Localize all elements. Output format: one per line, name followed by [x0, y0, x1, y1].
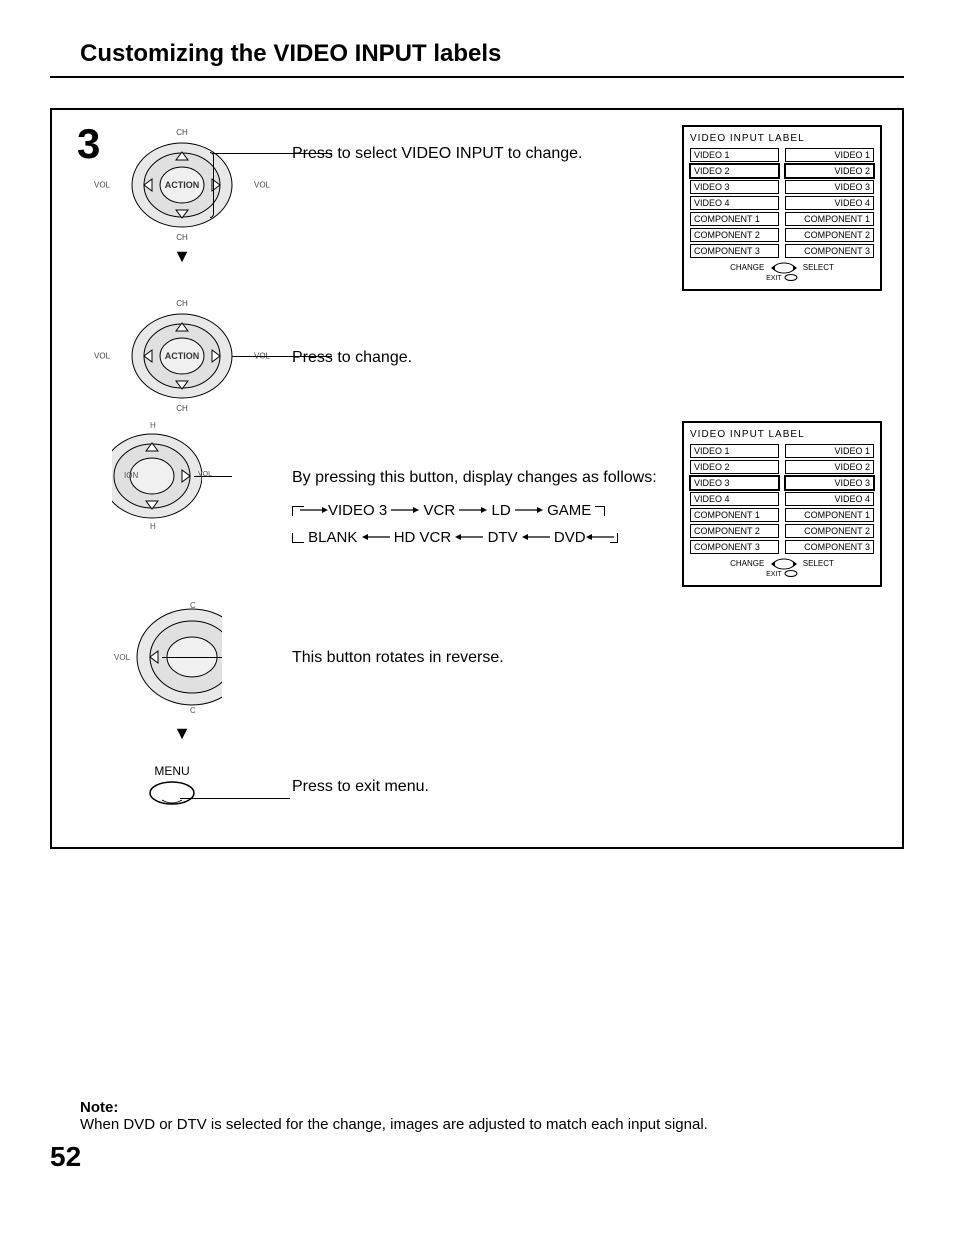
- menu-row: COMPONENT 3 COMPONENT 3: [690, 244, 874, 258]
- menu-row: VIDEO 2 VIDEO 2: [690, 460, 874, 474]
- note-text: When DVD or DTV is selected for the chan…: [80, 1116, 904, 1133]
- menu-cell-right: VIDEO 1: [785, 148, 874, 162]
- seq-item: DVD: [554, 529, 586, 546]
- seq-item: BLANK: [308, 529, 357, 546]
- remote-dpad-partial-left: C C VOL: [102, 597, 222, 717]
- menu-cell-right: VIDEO 3: [785, 180, 874, 194]
- menu-cell-left: COMPONENT 1: [690, 508, 779, 522]
- remote-dpad-partial-right: H H ION VOL: [112, 421, 232, 531]
- menu-cell-left: VIDEO 2: [690, 460, 779, 474]
- seq-item: VCR: [424, 502, 456, 519]
- down-arrow-icon: ▼: [72, 723, 292, 744]
- menu-cell-right: COMPONENT 2: [785, 228, 874, 242]
- ch-label-top: CH: [176, 128, 188, 137]
- vol-label-left: VOL: [94, 181, 110, 190]
- video-input-menu-b: VIDEO INPUT LABEL VIDEO 1VIDEO 1VIDEO 2V…: [682, 421, 882, 587]
- note-block: Note: When DVD or DTV is selected for th…: [80, 1099, 904, 1133]
- menu-cell-left: VIDEO 2: [690, 164, 779, 178]
- page-number: 52: [50, 1141, 904, 1173]
- instruction-reverse: This button rotates in reverse.: [292, 649, 682, 667]
- label-cycle-diagram: VIDEO 3 VCR LD GAME BLANK HD VCR DTV DVD: [292, 497, 682, 551]
- seq-item: VIDEO 3: [328, 502, 387, 519]
- menu-row: COMPONENT 2 COMPONENT 2: [690, 524, 874, 538]
- seq-item: DTV: [488, 529, 518, 546]
- menu-row: COMPONENT 3 COMPONENT 3: [690, 540, 874, 554]
- menu-row: VIDEO 4 VIDEO 4: [690, 492, 874, 506]
- remote-menu-button: MENU: [132, 764, 212, 812]
- menu-cell-right: COMPONENT 1: [785, 212, 874, 226]
- menu-row: VIDEO 1 VIDEO 1: [690, 444, 874, 458]
- menu-cell-left: VIDEO 3: [690, 180, 779, 194]
- menu-row: VIDEO 3 VIDEO 3: [690, 476, 874, 490]
- menu-cell-left: VIDEO 3: [690, 476, 779, 490]
- menu-cell-right: VIDEO 4: [785, 492, 874, 506]
- menu-row: COMPONENT 1 COMPONENT 1: [690, 508, 874, 522]
- remote-dpad-change: CH CH VOL VOL ACTION: [112, 301, 252, 411]
- menu-cell-right: COMPONENT 3: [785, 540, 874, 554]
- seq-item: LD: [492, 502, 511, 519]
- menu-cell-left: VIDEO 4: [690, 196, 779, 210]
- menu-title: VIDEO INPUT LABEL: [690, 133, 874, 144]
- menu-cell-left: COMPONENT 3: [690, 540, 779, 554]
- menu-cell-left: COMPONENT 2: [690, 524, 779, 538]
- down-arrow-icon: ▼: [72, 246, 292, 267]
- menu-row: COMPONENT 1 COMPONENT 1: [690, 212, 874, 226]
- menu-cell-right: COMPONENT 2: [785, 524, 874, 538]
- menu-change-label: CHANGE: [730, 263, 764, 272]
- menu-cell-right: COMPONENT 1: [785, 508, 874, 522]
- menu-row: VIDEO 4 VIDEO 4: [690, 196, 874, 210]
- remote-dpad-select: CH CH VOL VOL ACTION: [112, 130, 252, 240]
- ch-label-bottom: CH: [176, 233, 188, 242]
- menu-cell-left: COMPONENT 3: [690, 244, 779, 258]
- menu-cell-right: VIDEO 2: [785, 460, 874, 474]
- menu-row: VIDEO 1 VIDEO 1: [690, 148, 874, 162]
- menu-row: VIDEO 3 VIDEO 3: [690, 180, 874, 194]
- menu-cell-right: VIDEO 2: [785, 164, 874, 178]
- seq-item: GAME: [547, 502, 591, 519]
- menu-cell-left: VIDEO 4: [690, 492, 779, 506]
- instruction-change: Press to change.: [292, 349, 682, 367]
- seq-item: HD VCR: [394, 529, 452, 546]
- menu-row: VIDEO 2 VIDEO 2: [690, 164, 874, 178]
- menu-cell-right: COMPONENT 3: [785, 244, 874, 258]
- menu-cell-right: VIDEO 1: [785, 444, 874, 458]
- menu-cell-right: VIDEO 3: [785, 476, 874, 490]
- note-label: Note:: [80, 1099, 904, 1116]
- menu-select-label: SELECT: [803, 263, 834, 272]
- menu-cell-left: VIDEO 1: [690, 148, 779, 162]
- menu-cell-left: COMPONENT 1: [690, 212, 779, 226]
- action-label: ACTION: [165, 180, 200, 190]
- instruction-sequence: By pressing this button, display changes…: [292, 469, 682, 487]
- page-title: Customizing the VIDEO INPUT labels: [50, 40, 904, 78]
- menu-button-label: MENU: [132, 764, 212, 778]
- instruction-select: Press to select VIDEO INPUT to change.: [292, 145, 682, 163]
- menu-cell-left: COMPONENT 2: [690, 228, 779, 242]
- instruction-box: 3 CH CH VOL VOL ACTION: [50, 108, 904, 849]
- menu-exit-label: EXIT: [766, 275, 782, 282]
- video-input-menu-a: VIDEO INPUT LABEL VIDEO 1VIDEO 1VIDEO 2V…: [682, 125, 882, 291]
- menu-row: COMPONENT 2 COMPONENT 2: [690, 228, 874, 242]
- menu-cell-right: VIDEO 4: [785, 196, 874, 210]
- vol-label-right: VOL: [254, 181, 270, 190]
- menu-cell-left: VIDEO 1: [690, 444, 779, 458]
- instruction-exit: Press to exit menu.: [292, 778, 682, 796]
